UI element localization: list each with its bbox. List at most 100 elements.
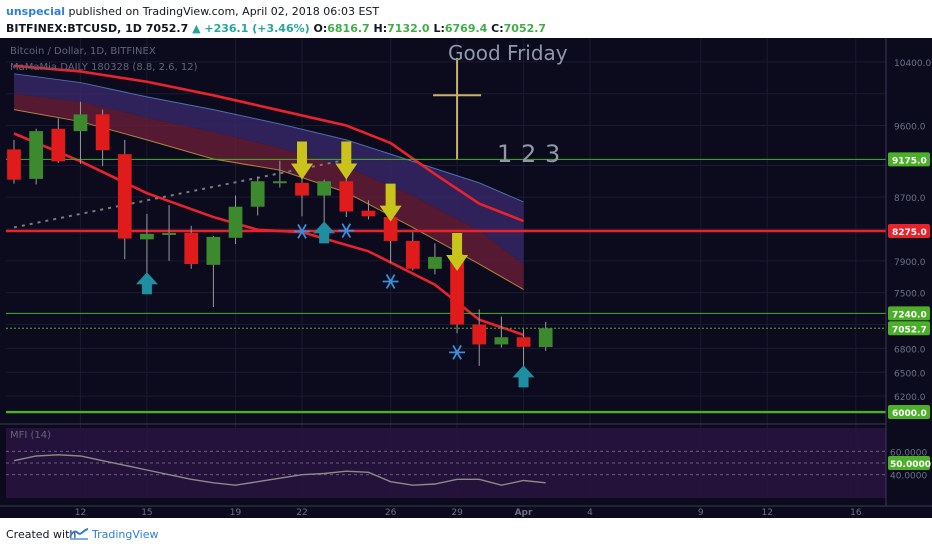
snowflake-core [455,350,460,355]
up-arrow-icon [313,221,336,244]
high-label: H: [373,22,388,35]
candle-body [317,181,332,196]
chart-header: unspecial published on TradingView.com, … [0,0,932,38]
candle-body [538,328,553,348]
band-upper-fill [14,73,524,265]
price-label-box [888,306,930,321]
price-label-box [888,321,930,336]
publish-line: unspecial published on TradingView.com, … [6,5,379,18]
candle-body [405,240,420,269]
right-axis-background [886,38,932,518]
axes: 5920.06200.06500.06800.07500.07900.08700… [0,38,932,518]
mfi-line [13,454,546,486]
x-tick-label: Apr [515,508,533,518]
candle-body [228,206,243,238]
candle-body [7,149,21,180]
legend-indicator: MaMaMia DAILY 180328 (8.8, 2.6, 12) [10,62,198,73]
price-chart[interactable]: Good Friday 1 2 3 Bitcoin / Dollar, 1D, … [0,38,932,518]
horizontal-levels [6,158,886,414]
candle-body [73,114,88,132]
y-tick-label: 6500.0 [894,369,926,379]
x-tick-label: 12 [75,508,86,518]
chart-footer: Created with TradingView [0,518,932,550]
low-value: 6769.4 [444,22,488,35]
price-label-box [888,405,930,420]
chart-legend: Bitcoin / Dollar, 1D, BITFINEX MaMaMia D… [10,46,198,441]
count-label-2: 2 [521,140,536,168]
down-arrow-icon [335,141,358,180]
band-lower-fill [14,93,524,290]
up-arrow-icon [512,365,535,388]
x-axis-background [0,506,932,518]
price-label-box [888,152,930,167]
candle-body [206,236,221,265]
candle-body [516,337,531,347]
y-tick-label: 6800.0 [894,345,926,355]
y-tick-label: 10400.0 [894,59,931,69]
high-value: 7132.0 [387,22,430,35]
down-arrow-icon [446,232,469,271]
legend-title: Bitcoin / Dollar, 1D, BITFINEX [10,46,156,57]
x-tick-label: 9 [698,508,704,518]
created-with-label: Created with [6,528,77,541]
publish-info: published on TradingView.com, April 02, … [68,5,380,18]
y-tick-label: 8700.0 [894,194,926,204]
y-tick-label: 7900.0 [894,258,926,268]
candle-body [140,233,154,240]
annotations: Good Friday 1 2 3 [448,41,568,168]
y-tick-label: 7500.0 [894,290,926,300]
tradingview-brand-link[interactable]: TradingView [92,528,159,541]
close-label: C: [491,22,504,35]
snowflake-core [300,229,304,234]
close-value: 7052.7 [503,22,547,35]
mfi-pane [6,428,886,498]
mfi-legend: MFI (14) [10,430,51,441]
x-tick-label: 12 [762,508,773,518]
x-tick-label: 29 [451,508,463,518]
count-label-1: 1 [497,140,512,168]
candle-body [428,256,442,269]
symbol-label: BITFINEX:BTCUSD, 1D [6,22,142,35]
candle-body [339,181,354,212]
x-tick-label: 26 [385,508,397,518]
mfi-value-box [888,456,930,470]
x-tick-label: 19 [230,508,242,518]
candle-body [51,128,66,162]
price-change: ▲ +236.1 (+3.46%) [192,22,310,35]
dotted-trend-line [13,158,347,229]
candle-body [494,337,509,345]
down-arrow-icon [379,183,402,222]
x-tick-label: 16 [850,508,862,518]
price-label-text: 7052.7 [892,325,927,335]
candle-body [250,181,265,207]
price-label-text: 9175.0 [892,156,927,166]
ohlc-line: BITFINEX:BTCUSD, 1D 7052.7 ▲ +236.1 (+3.… [6,22,546,35]
candle-body [272,181,287,184]
candle-body [472,324,487,345]
x-tick-label: 22 [296,508,307,518]
open-label: O: [313,22,328,35]
author-link[interactable]: unspecial [6,5,66,18]
tradingview-logo-icon [69,528,89,540]
snowflake-core [388,279,393,284]
mfi-level-label: 60.0000 [890,448,927,458]
candle-body [295,182,309,196]
low-label: L: [433,22,445,35]
mfi-level-label: 40.0000 [890,472,927,482]
snowflake-icon [338,223,355,238]
candle-body [162,232,176,235]
candle-body [450,256,464,325]
mfi-value-text: 50.0000 [890,460,931,470]
candle-body [117,154,132,239]
candle-body [383,217,398,241]
candle-body [184,232,199,265]
last-price: 7052.7 [145,22,189,35]
band-upper-line [13,73,524,203]
candle-body [29,131,44,179]
snowflake-core [344,228,349,233]
snowflake-icon [449,344,466,360]
up-arrow-icon [135,272,158,295]
y-tick-label: 9600.0 [894,123,926,133]
price-label-box [888,223,930,238]
open-value: 6816.7 [327,22,370,35]
